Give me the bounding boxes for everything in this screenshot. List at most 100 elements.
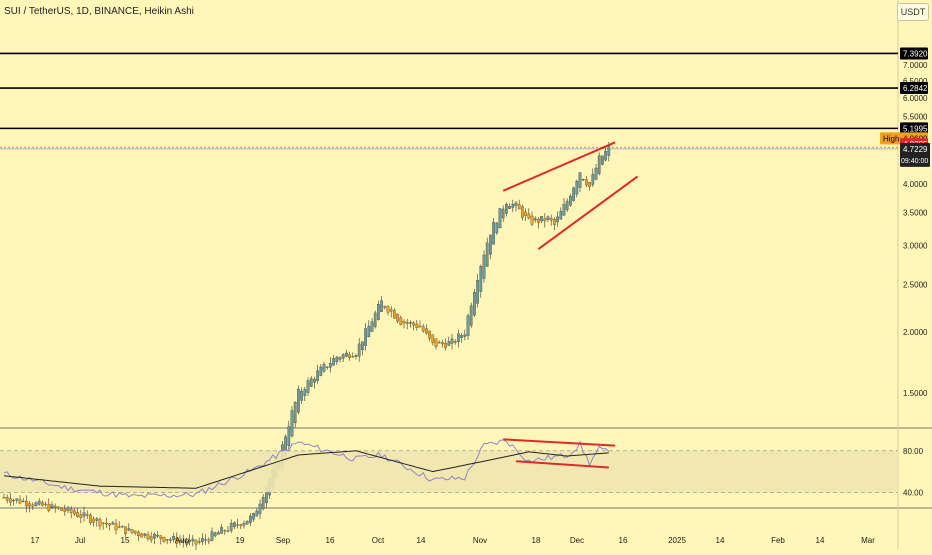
candle-body — [341, 354, 345, 359]
level-price-label-bg — [900, 122, 928, 135]
candle-body — [309, 378, 313, 387]
candle-body — [489, 234, 492, 255]
candle-body — [165, 539, 169, 541]
candle-body — [37, 500, 41, 505]
candle-body — [319, 366, 323, 376]
candle-body — [162, 536, 166, 542]
candle-body — [469, 305, 473, 326]
candle-body — [117, 526, 121, 528]
time-tick-label: 19 — [236, 536, 245, 545]
candle-body — [412, 322, 415, 326]
price-tick-label: 2.0000 — [903, 328, 928, 337]
candle-body — [437, 342, 441, 344]
candle-body — [188, 539, 191, 543]
candle-body — [201, 538, 204, 542]
candle-body — [146, 534, 150, 539]
candle-body — [121, 526, 124, 528]
candle-body — [226, 530, 230, 532]
candle-body — [383, 305, 387, 308]
candle-body — [63, 508, 67, 512]
level-price-label: 6.2842 — [903, 84, 928, 93]
candle-body — [460, 335, 463, 338]
candle-body — [300, 390, 303, 401]
candle-body — [463, 334, 467, 337]
price-tick-label: 2.5000 — [903, 280, 928, 289]
candle-body — [233, 522, 236, 528]
candle-body — [524, 211, 527, 217]
price-tick-label: 1.5000 — [903, 389, 928, 398]
countdown-label: 09:40:00 — [901, 158, 928, 165]
candle-body — [370, 321, 374, 332]
candle-body — [85, 514, 89, 516]
candle-body — [421, 326, 425, 332]
candle-body — [386, 306, 390, 313]
candle-body — [405, 322, 409, 324]
candle-body — [191, 538, 195, 542]
candle-body — [69, 508, 73, 513]
rsi-ma-line — [3, 450, 609, 489]
candle-body — [540, 215, 543, 222]
candle-body — [377, 304, 380, 320]
candle-body — [204, 539, 207, 541]
current-price-label-bg — [900, 142, 930, 167]
candle-body — [236, 524, 239, 526]
currency-button[interactable]: USDT — [897, 3, 929, 21]
candle-body — [569, 195, 572, 206]
candle-body — [604, 151, 607, 161]
candle-body — [245, 520, 249, 525]
candle-body — [313, 379, 316, 383]
candle-body — [210, 531, 214, 541]
rsi-tick-label: 40.00 — [903, 488, 924, 497]
candle-body — [223, 530, 227, 532]
candle-body — [249, 515, 252, 523]
rsi-line — [3, 439, 610, 499]
time-tick-label: Mar — [861, 536, 875, 545]
candle-body — [393, 310, 396, 319]
time-tick-label: Oct — [372, 536, 385, 545]
candle-body — [543, 218, 547, 222]
candle-body — [47, 503, 51, 512]
time-tick-label: 16 — [326, 536, 335, 545]
candle-body — [50, 504, 54, 508]
candle-body — [476, 280, 479, 304]
price-trend-line — [537, 175, 639, 250]
candle-body — [495, 222, 499, 234]
candle-body — [348, 354, 351, 358]
candle-body — [140, 533, 143, 538]
candle-body — [101, 522, 105, 524]
candle-body — [329, 363, 332, 368]
candle-body — [338, 357, 342, 360]
price-tick-label: 4.0000 — [903, 180, 928, 189]
candle-body — [361, 341, 364, 351]
candle-body — [575, 181, 579, 195]
candle-body — [601, 155, 604, 165]
candle-body — [444, 343, 447, 348]
candle-body — [517, 204, 521, 210]
candle-body — [594, 167, 598, 180]
candle-body — [12, 499, 15, 502]
candle-body — [73, 510, 76, 515]
candle-body — [9, 498, 12, 503]
rsi-band — [0, 450, 898, 493]
candle-body — [402, 321, 406, 324]
candle-body — [130, 529, 134, 533]
candle-body — [156, 534, 159, 537]
time-tick-label: 16 — [619, 536, 628, 545]
candle-body — [399, 317, 403, 325]
candle-body — [127, 528, 131, 531]
candle-body — [335, 356, 339, 362]
candle-body — [556, 216, 559, 223]
candle-body — [316, 370, 319, 381]
candle-body — [98, 519, 102, 527]
candle-body — [597, 155, 601, 174]
high-label: High — [883, 134, 899, 143]
candle-body — [261, 497, 265, 509]
candle-body — [185, 541, 188, 543]
candle-body — [345, 352, 348, 357]
candle-body — [306, 380, 310, 393]
rsi-tick-label: 80.00 — [903, 447, 924, 456]
candle-body — [354, 355, 358, 357]
candle-body — [530, 215, 534, 225]
